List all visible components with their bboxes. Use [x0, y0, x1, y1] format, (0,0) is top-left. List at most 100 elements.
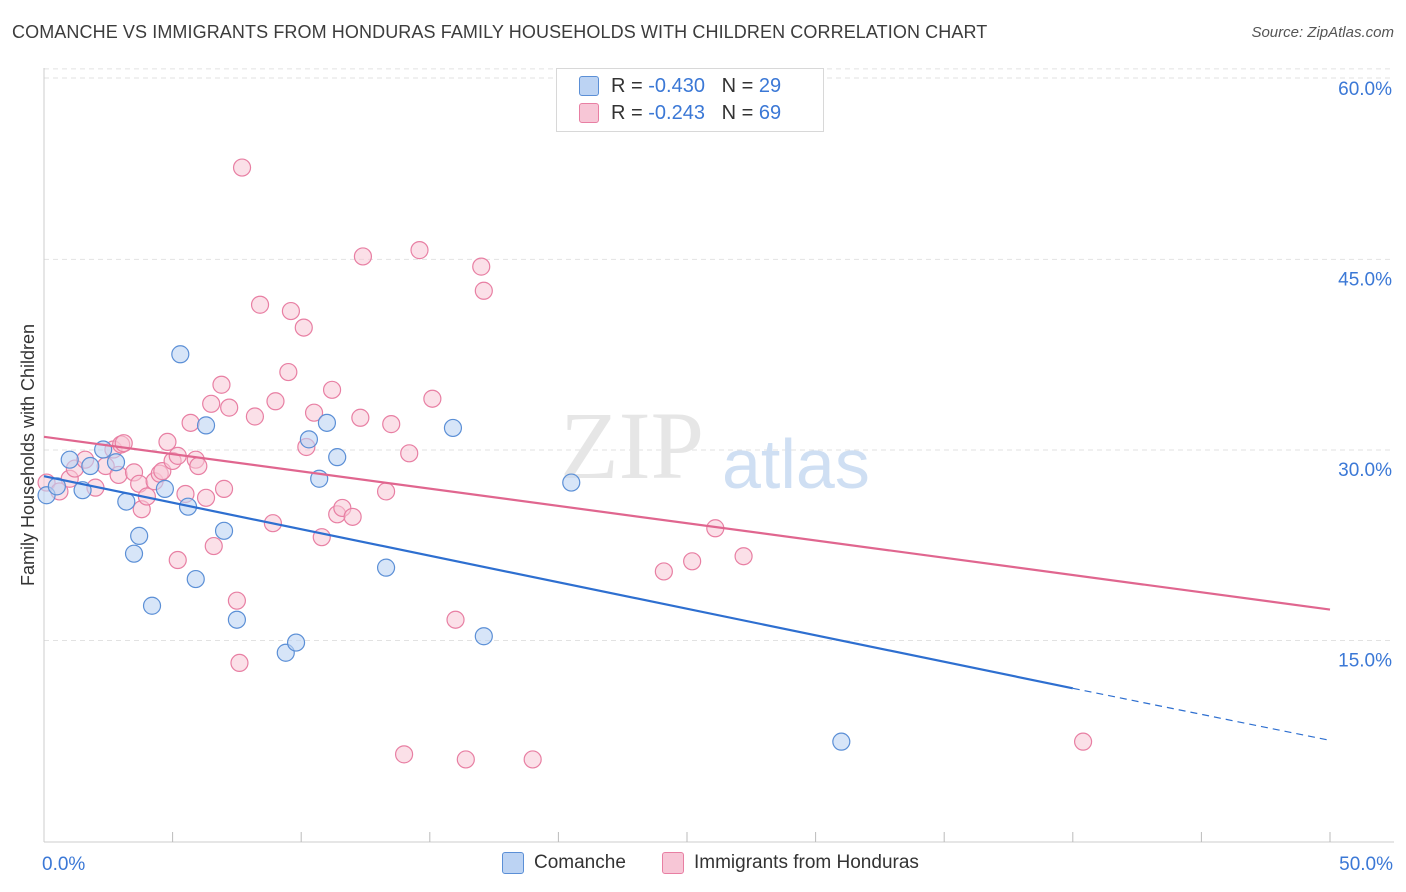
data-point-comanche	[186, 569, 205, 589]
data-point-honduras	[304, 403, 324, 422]
legend-n-value: 69	[758, 101, 782, 124]
series-honduras-points	[37, 158, 1093, 769]
data-point-honduras	[189, 456, 208, 476]
data-point-comanche	[60, 450, 79, 469]
data-point-honduras	[212, 375, 231, 394]
data-point-honduras	[214, 479, 234, 498]
data-point-honduras	[523, 750, 542, 769]
data-point-honduras	[294, 318, 313, 337]
data-point-honduras	[654, 562, 673, 581]
legend-swatch-pink	[579, 103, 599, 123]
trend-lines	[43, 435, 1331, 741]
data-point-honduras	[266, 392, 285, 411]
data-point-honduras	[376, 482, 396, 501]
bottom-legend-label: Immigrants from Honduras	[694, 852, 919, 873]
legend-r-label: R =	[611, 74, 643, 97]
legend-row-honduras: R = -0.243 N = 69	[579, 101, 781, 125]
data-point-honduras	[456, 750, 475, 769]
data-point-honduras	[353, 247, 373, 266]
data-point-comanche	[196, 416, 216, 435]
data-point-honduras	[322, 380, 342, 399]
data-point-honduras	[343, 507, 362, 526]
legend-row-comanche: R = -0.430 N = 29	[579, 74, 781, 98]
legend-n-label: N =	[721, 74, 754, 97]
trend-line-comanche-extension	[1072, 687, 1331, 741]
data-point-comanche	[81, 456, 100, 476]
legend-r-value: -0.243	[648, 101, 705, 124]
data-point-comanche	[474, 627, 493, 646]
x-tick-label-min: 0.0%	[42, 854, 85, 875]
data-point-comanche	[376, 558, 396, 577]
data-point-comanche	[142, 596, 162, 615]
data-point-comanche	[117, 492, 136, 511]
data-point-comanche	[124, 544, 144, 563]
data-point-comanche	[286, 633, 306, 652]
axes	[43, 68, 1394, 843]
chart-title: COMANCHE VS IMMIGRANTS FROM HONDURAS FAM…	[12, 22, 988, 42]
data-point-comanche	[328, 448, 347, 467]
bottom-legend-comanche: Comanche	[502, 852, 626, 874]
data-point-honduras	[423, 389, 442, 408]
data-point-honduras	[202, 394, 221, 413]
grid-lines	[44, 68, 1394, 641]
bottom-legend-label: Comanche	[534, 852, 626, 873]
y-axis-label: Family Households with Children	[18, 324, 38, 586]
data-point-honduras	[1073, 732, 1093, 751]
data-point-honduras	[232, 158, 252, 177]
data-point-honduras	[196, 488, 216, 507]
axis-ticks: 15.0% 30.0% 45.0% 60.0% 0.0% 50.0%	[42, 79, 1393, 875]
data-point-honduras	[351, 408, 370, 427]
series-comanche-points	[37, 345, 851, 751]
data-point-honduras	[472, 257, 491, 276]
data-point-comanche	[443, 418, 463, 438]
data-point-comanche	[130, 526, 149, 545]
bottom-legend-swatch-pink	[662, 852, 684, 874]
data-point-comanche	[299, 430, 319, 449]
data-point-honduras	[734, 547, 753, 566]
data-point-honduras	[394, 745, 414, 764]
y-tick-label: 60.0%	[1338, 79, 1392, 100]
trend-line-honduras	[43, 435, 1331, 611]
legend-n-value: 29	[758, 74, 782, 97]
data-point-honduras	[279, 362, 298, 382]
bottom-legend-honduras: Immigrants from Honduras	[662, 852, 919, 874]
data-point-honduras	[400, 444, 419, 463]
data-point-honduras	[474, 281, 493, 300]
data-point-honduras	[446, 610, 465, 629]
data-point-honduras	[204, 536, 223, 556]
data-point-comanche	[171, 345, 190, 364]
data-point-honduras	[168, 550, 187, 570]
x-tick-label-max: 50.0%	[1339, 854, 1393, 875]
watermark-atlas: atlas	[722, 425, 870, 503]
data-point-honduras	[250, 295, 270, 314]
data-point-honduras	[683, 552, 702, 571]
data-point-comanche	[227, 610, 246, 629]
y-tick-label: 15.0%	[1338, 650, 1392, 671]
stats-legend: R = -0.430 N = 29 R = -0.243 N = 69	[556, 68, 824, 132]
data-point-honduras	[382, 415, 401, 434]
legend-r-label: R =	[611, 101, 643, 124]
data-point-comanche	[562, 473, 581, 492]
data-point-comanche	[214, 521, 234, 540]
trend-line-comanche	[43, 475, 1074, 690]
source-label: Source: ZipAtlas.com	[1251, 24, 1394, 41]
data-point-honduras	[281, 301, 301, 321]
data-point-honduras	[227, 591, 246, 610]
bottom-legend-swatch-blue	[502, 852, 524, 874]
data-point-comanche	[106, 453, 126, 472]
data-point-honduras	[245, 407, 265, 426]
data-point-honduras	[230, 653, 249, 673]
data-point-comanche	[832, 732, 851, 751]
data-point-honduras	[181, 413, 200, 432]
data-point-comanche	[317, 413, 337, 432]
data-point-honduras	[410, 241, 429, 260]
legend-n-label: N =	[721, 101, 754, 124]
data-point-honduras	[158, 432, 177, 452]
data-point-comanche	[155, 479, 174, 498]
data-point-honduras	[220, 398, 239, 417]
watermark-zip: ZIP	[560, 392, 704, 499]
y-tick-label: 45.0%	[1338, 269, 1392, 290]
y-tick-label: 30.0%	[1338, 460, 1392, 481]
legend-swatch-blue	[579, 76, 599, 96]
